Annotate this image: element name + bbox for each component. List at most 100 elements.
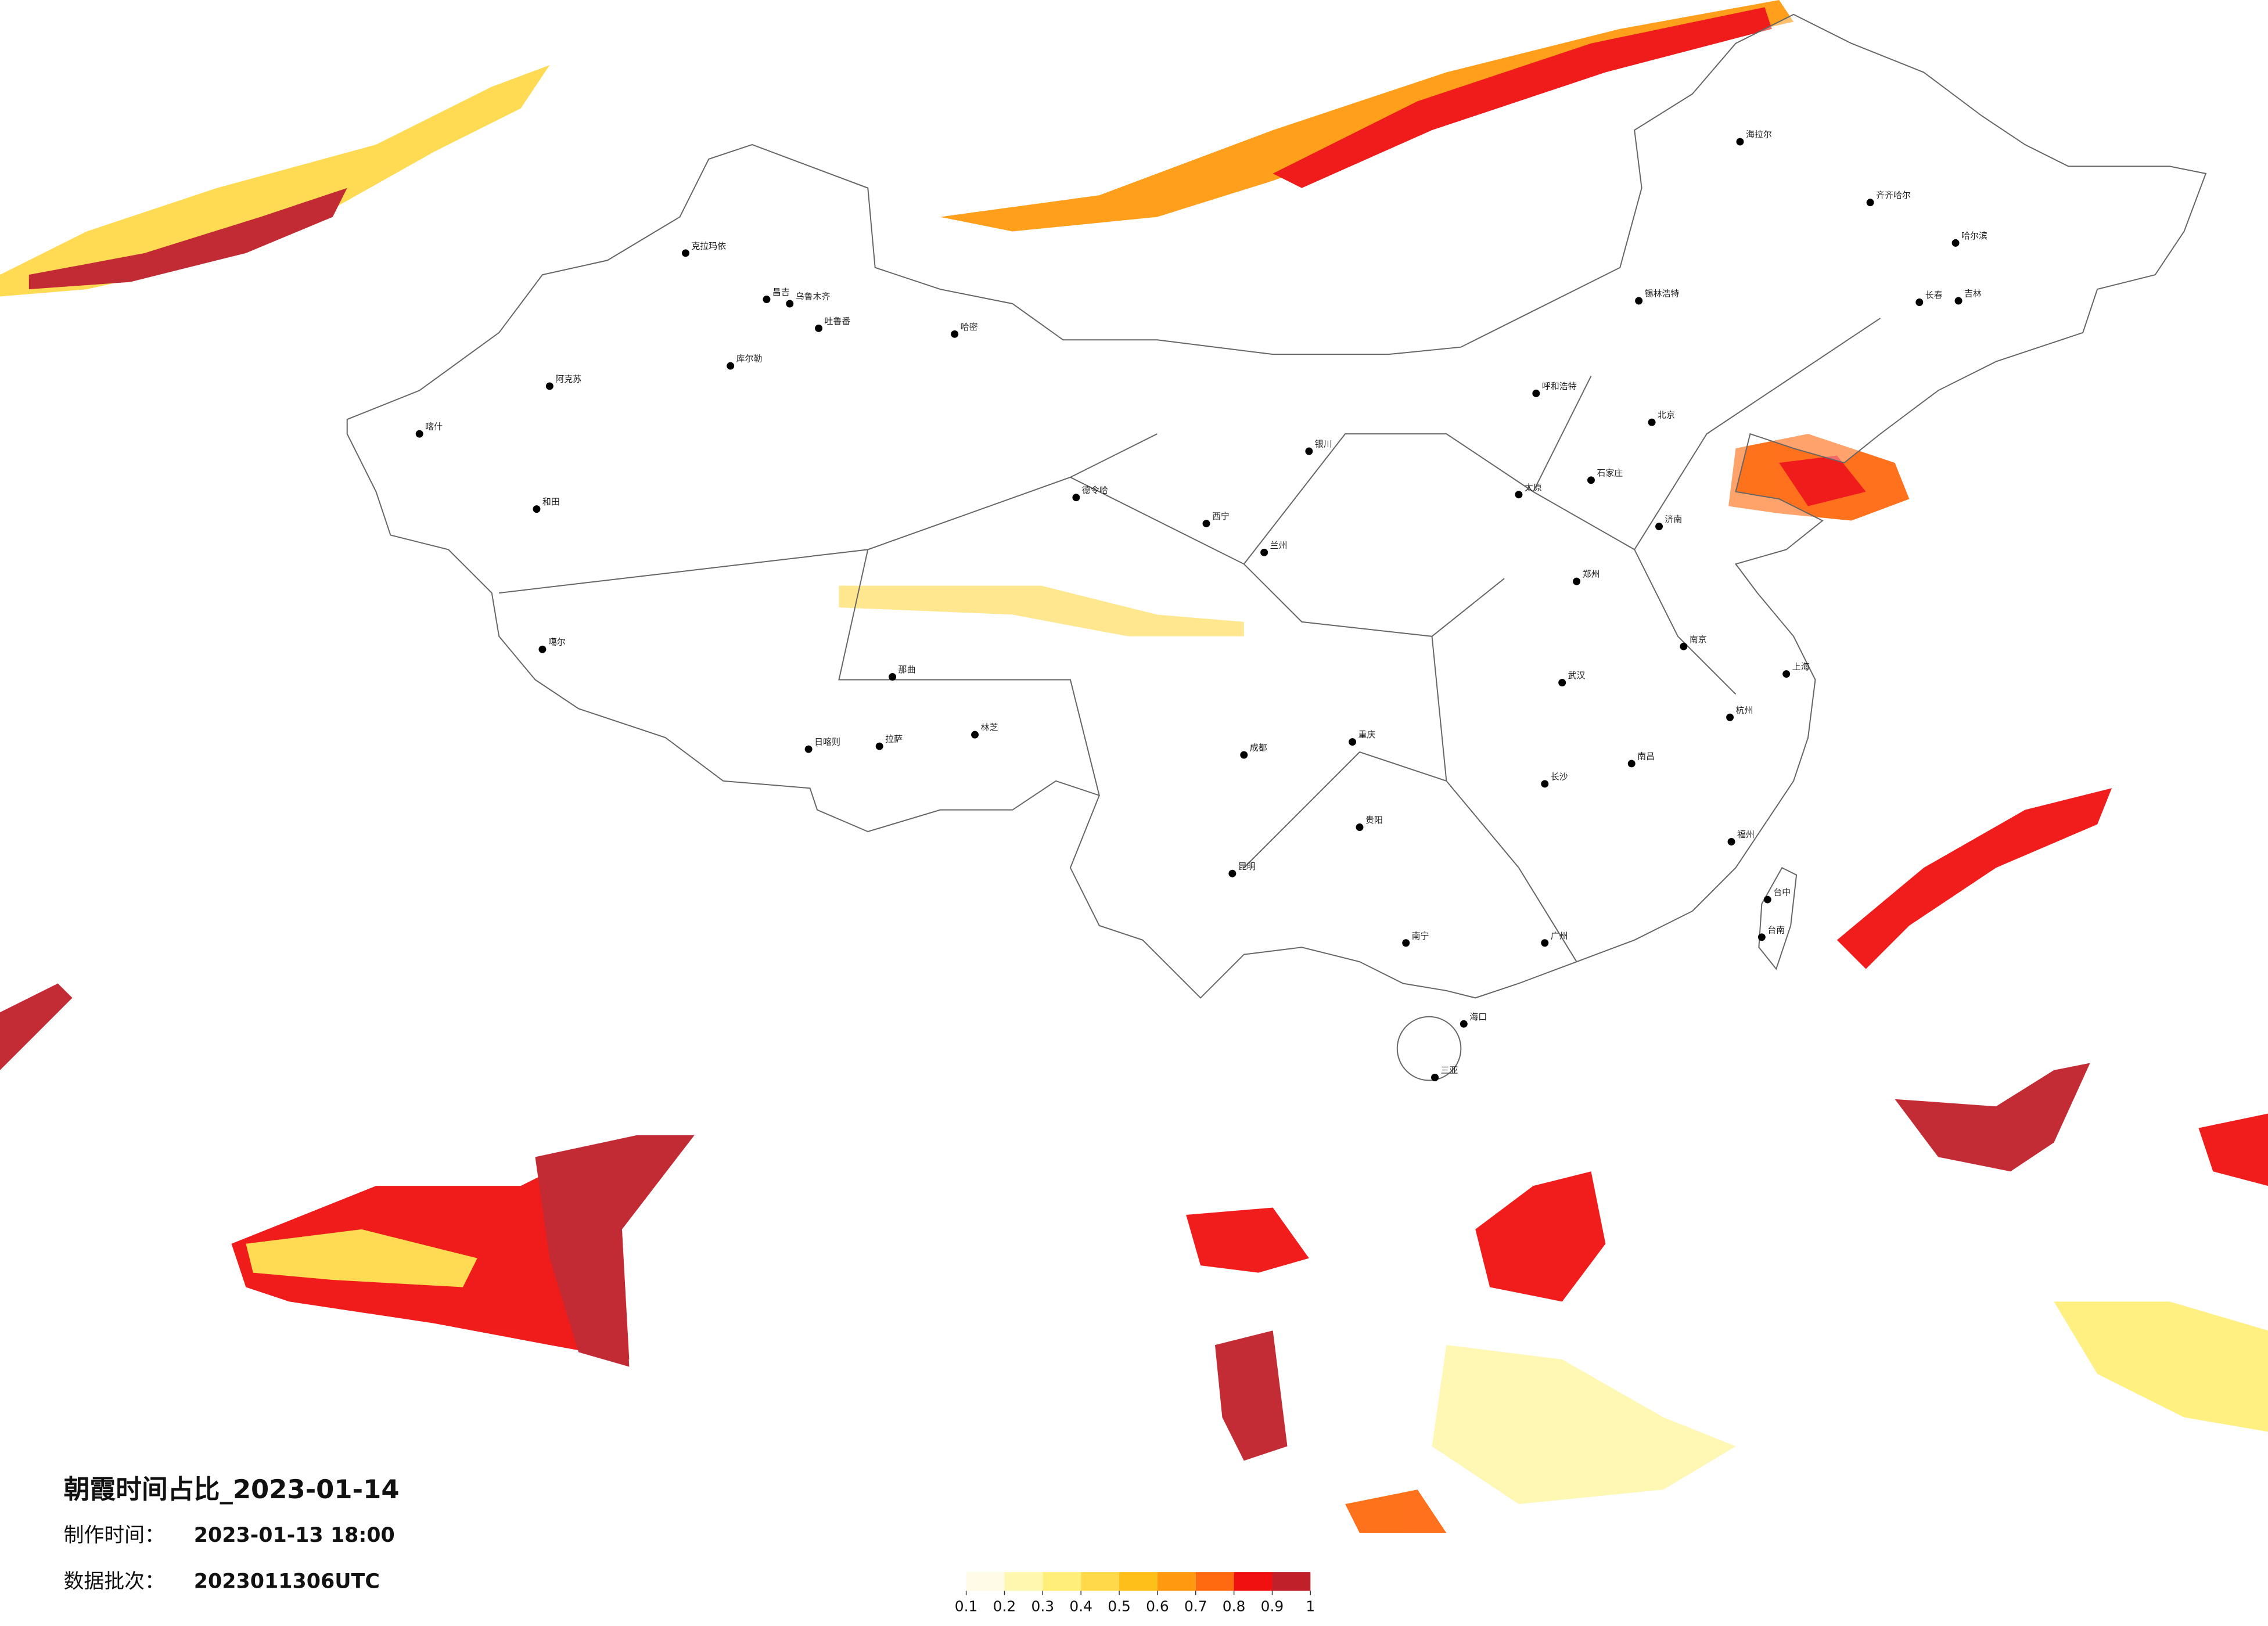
city-label: 齐齐哈尔 — [1876, 190, 1911, 200]
city-dot — [1680, 642, 1688, 650]
city-dot — [1951, 239, 1960, 247]
city-dot — [727, 362, 735, 370]
city-dot — [1541, 939, 1549, 947]
legend-tick-label: 1 — [1306, 1598, 1315, 1614]
city-dot — [763, 296, 771, 303]
city-label: 成都 — [1250, 743, 1267, 753]
city-label: 林芝 — [981, 722, 998, 733]
legend-swatch — [1157, 1572, 1196, 1591]
legend-tick-label: 0.5 — [1108, 1598, 1131, 1614]
legend-tick-label: 0.7 — [1184, 1598, 1207, 1614]
city-label: 三亚 — [1440, 1065, 1458, 1075]
city-label: 杭州 — [1736, 705, 1753, 715]
city-label: 台南 — [1767, 924, 1785, 935]
city-label: 银川 — [1315, 439, 1332, 449]
city-dot — [815, 324, 823, 332]
batch-value: 2023011306UTC — [194, 1570, 380, 1593]
city-dot — [1736, 138, 1744, 146]
city-dot — [1558, 679, 1566, 686]
city-dot — [1726, 713, 1734, 721]
city-dot — [1260, 548, 1268, 556]
legend-swatch — [1119, 1572, 1158, 1591]
city-dot — [889, 673, 897, 681]
city-label: 南宁 — [1412, 930, 1429, 941]
city-label: 吉林 — [1964, 289, 1982, 299]
city-dot — [1431, 1073, 1439, 1081]
map-title: 朝霞时间占比_2023-01-14 — [64, 1474, 400, 1505]
mainland-outline — [346, 13, 2207, 999]
city-label: 太原 — [1525, 482, 1542, 492]
city-label: 郑州 — [1583, 569, 1600, 580]
city-label: 乌鲁木齐 — [796, 292, 831, 302]
city-label: 和田 — [542, 497, 560, 507]
legend-tick-label: 0.9 — [1261, 1598, 1284, 1614]
city-dot — [1655, 523, 1663, 530]
production-time-label: 制作时间： — [64, 1524, 165, 1547]
legend-swatch — [1195, 1572, 1234, 1591]
city-label: 日喀则 — [814, 737, 840, 747]
city-label: 福州 — [1737, 829, 1755, 840]
legend-swatch — [1272, 1572, 1311, 1591]
city-label: 库尔勒 — [736, 354, 763, 364]
taiwan-outline — [1758, 866, 1798, 970]
city-label: 德令哈 — [1082, 485, 1108, 495]
city-label: 昌吉 — [772, 287, 790, 297]
city-label: 石家庄 — [1597, 467, 1623, 478]
city-dot — [1532, 389, 1540, 397]
city-label: 那曲 — [898, 664, 916, 675]
city-dot — [1515, 491, 1523, 499]
city-dot — [1240, 751, 1248, 759]
city-dot — [1627, 760, 1636, 768]
city-label: 台中 — [1773, 887, 1791, 898]
legend-tick-label: 0.1 — [955, 1598, 978, 1614]
legend-tick-label: 0.8 — [1223, 1598, 1246, 1614]
city-dot — [1763, 895, 1771, 904]
legend-tick-label: 0.3 — [1031, 1598, 1055, 1614]
city-dot — [1587, 476, 1595, 484]
city-label: 海拉尔 — [1746, 129, 1772, 140]
city-dot — [1727, 837, 1735, 846]
city-label: 济南 — [1665, 514, 1682, 524]
city-label: 贵阳 — [1365, 815, 1383, 825]
city-label: 北京 — [1658, 410, 1675, 420]
city-label: 噶尔 — [548, 637, 566, 647]
city-label: 武汉 — [1568, 670, 1586, 681]
city-dot — [1349, 738, 1357, 746]
city-label: 广州 — [1551, 930, 1568, 941]
city-dot — [951, 330, 959, 338]
city-label: 重庆 — [1358, 729, 1376, 740]
city-dot — [1954, 297, 1963, 305]
city-label: 兰州 — [1270, 540, 1288, 551]
country-outline — [346, 13, 2207, 1081]
city-label: 哈尔滨 — [1961, 231, 1987, 241]
city-dot — [804, 745, 813, 753]
city-dot — [533, 505, 541, 513]
city-label: 吐鲁番 — [825, 316, 851, 326]
legend-swatch — [1081, 1572, 1120, 1591]
city-label: 哈密 — [961, 322, 978, 332]
city-label: 上海 — [1792, 661, 1810, 672]
city-dot — [1228, 869, 1237, 877]
city-dot — [786, 300, 794, 308]
legend-tick-label: 0.4 — [1069, 1598, 1092, 1614]
city-dot — [1541, 780, 1549, 788]
hainan-outline — [1396, 1016, 1462, 1081]
city-dot — [1635, 297, 1643, 305]
city-label: 呼和浩特 — [1542, 381, 1577, 391]
legend-swatch — [966, 1572, 1005, 1591]
city-dot — [415, 430, 423, 438]
city-dot — [1573, 577, 1581, 585]
legend-tick-label: 0.6 — [1146, 1598, 1169, 1614]
city-dot — [875, 742, 883, 750]
city-dot — [538, 645, 547, 653]
legend-swatch — [1004, 1572, 1043, 1591]
city-label: 克拉玛依 — [691, 240, 726, 251]
city-label: 昆明 — [1238, 861, 1256, 872]
color-legend: 0.1 0.2 0.3 0.4 0.5 0.6 0.7 0.8 0.9 1 — [955, 1572, 1315, 1614]
city-label: 南京 — [1690, 634, 1707, 645]
city-label: 南昌 — [1637, 751, 1655, 761]
legend-tick-label: 0.2 — [993, 1598, 1016, 1614]
city-dot — [1072, 494, 1080, 502]
legend-swatch — [1043, 1572, 1081, 1591]
